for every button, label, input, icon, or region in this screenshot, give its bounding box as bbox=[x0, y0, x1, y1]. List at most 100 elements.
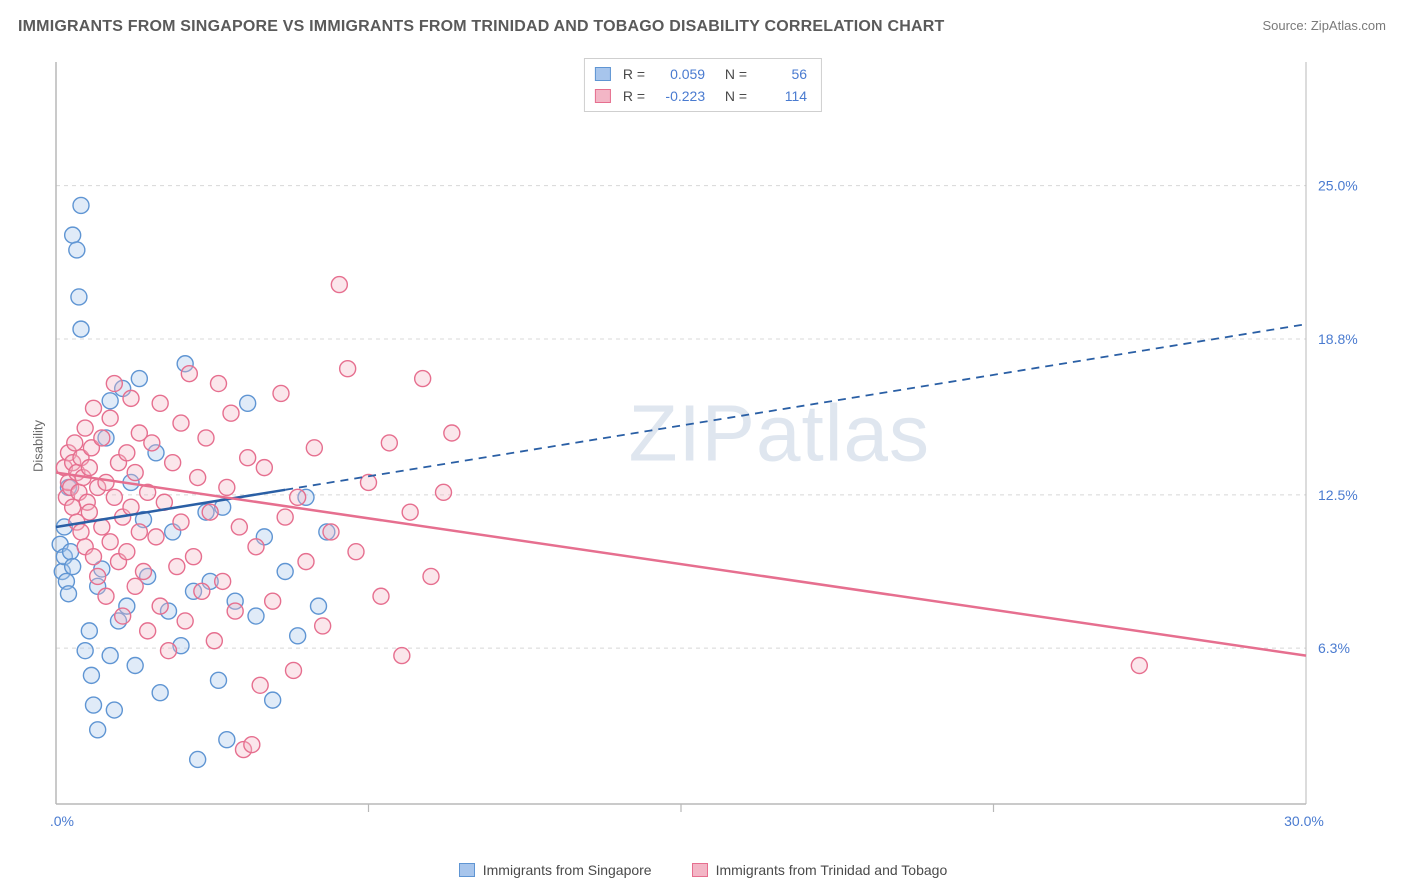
data-point-trinidad bbox=[394, 648, 410, 664]
r-label: R = bbox=[623, 63, 645, 85]
y-tick-label: 25.0% bbox=[1318, 178, 1358, 194]
data-point-trinidad bbox=[131, 524, 147, 540]
y-tick-label: 12.5% bbox=[1318, 487, 1358, 503]
data-point-trinidad bbox=[98, 474, 114, 490]
data-point-trinidad bbox=[106, 489, 122, 505]
data-point-trinidad bbox=[81, 504, 97, 520]
data-point-trinidad bbox=[165, 455, 181, 471]
data-point-trinidad bbox=[94, 430, 110, 446]
data-point-singapore bbox=[211, 672, 227, 688]
data-point-trinidad bbox=[161, 643, 177, 659]
data-point-trinidad bbox=[306, 440, 322, 456]
data-point-singapore bbox=[90, 722, 106, 738]
data-point-trinidad bbox=[73, 524, 89, 540]
data-point-singapore bbox=[63, 544, 79, 560]
data-point-trinidad bbox=[127, 578, 143, 594]
data-point-trinidad bbox=[202, 504, 218, 520]
data-point-singapore bbox=[106, 702, 122, 718]
data-point-trinidad bbox=[152, 598, 168, 614]
data-point-trinidad bbox=[240, 450, 256, 466]
data-point-trinidad bbox=[215, 573, 231, 589]
data-point-trinidad bbox=[286, 662, 302, 678]
data-point-trinidad bbox=[119, 544, 135, 560]
data-point-trinidad bbox=[256, 460, 272, 476]
data-point-trinidad bbox=[219, 479, 235, 495]
data-point-trinidad bbox=[65, 499, 81, 515]
data-point-singapore bbox=[81, 623, 97, 639]
data-point-trinidad bbox=[77, 420, 93, 436]
n-value-singapore: 56 bbox=[755, 63, 807, 85]
data-point-trinidad bbox=[231, 519, 247, 535]
data-point-singapore bbox=[102, 393, 118, 409]
data-point-trinidad bbox=[127, 465, 143, 481]
data-point-trinidad bbox=[115, 608, 131, 624]
data-point-trinidad bbox=[402, 504, 418, 520]
data-point-trinidad bbox=[323, 524, 339, 540]
data-point-singapore bbox=[131, 371, 147, 387]
data-point-singapore bbox=[277, 564, 293, 580]
swatch-trinidad bbox=[595, 89, 611, 103]
data-point-trinidad bbox=[381, 435, 397, 451]
y-axis-label: Disability bbox=[31, 420, 46, 472]
data-point-singapore bbox=[65, 227, 81, 243]
watermark: ZIPatlas bbox=[629, 388, 930, 477]
data-point-trinidad bbox=[119, 445, 135, 461]
data-point-trinidad bbox=[265, 593, 281, 609]
data-point-trinidad bbox=[290, 489, 306, 505]
legend-item-singapore: Immigrants from Singapore bbox=[459, 862, 652, 878]
data-point-singapore bbox=[77, 643, 93, 659]
data-point-singapore bbox=[73, 197, 89, 213]
stats-row-trinidad: R = -0.223 N = 114 bbox=[595, 85, 807, 107]
y-tick-label: 18.8% bbox=[1318, 331, 1358, 347]
data-point-trinidad bbox=[169, 559, 185, 575]
data-point-trinidad bbox=[444, 425, 460, 441]
data-point-trinidad bbox=[194, 583, 210, 599]
data-point-trinidad bbox=[67, 435, 83, 451]
data-point-trinidad bbox=[86, 549, 102, 565]
data-point-trinidad bbox=[248, 539, 264, 555]
x-min-label: 0.0% bbox=[50, 813, 74, 829]
r-value-trinidad: -0.223 bbox=[653, 85, 705, 107]
data-point-trinidad bbox=[102, 534, 118, 550]
data-point-trinidad bbox=[206, 633, 222, 649]
data-point-trinidad bbox=[148, 529, 164, 545]
data-point-singapore bbox=[311, 598, 327, 614]
data-point-trinidad bbox=[244, 737, 260, 753]
data-point-trinidad bbox=[144, 435, 160, 451]
data-point-trinidad bbox=[152, 395, 168, 411]
data-point-trinidad bbox=[223, 405, 239, 421]
data-point-trinidad bbox=[140, 623, 156, 639]
data-point-singapore bbox=[127, 657, 143, 673]
data-point-singapore bbox=[248, 608, 264, 624]
chart-title: IMMIGRANTS FROM SINGAPORE VS IMMIGRANTS … bbox=[18, 18, 944, 36]
data-point-singapore bbox=[265, 692, 281, 708]
data-point-trinidad bbox=[211, 376, 227, 392]
n-value-trinidad: 114 bbox=[755, 85, 807, 107]
data-point-trinidad bbox=[273, 385, 289, 401]
data-point-trinidad bbox=[173, 415, 189, 431]
source-link[interactable]: ZipAtlas.com bbox=[1311, 18, 1386, 33]
swatch-trinidad bbox=[692, 863, 708, 877]
data-point-trinidad bbox=[123, 390, 139, 406]
n-label: N = bbox=[717, 63, 747, 85]
data-point-trinidad bbox=[177, 613, 193, 629]
data-point-trinidad bbox=[90, 568, 106, 584]
data-point-trinidad bbox=[373, 588, 389, 604]
data-point-trinidad bbox=[415, 371, 431, 387]
data-point-trinidad bbox=[86, 400, 102, 416]
data-point-trinidad bbox=[173, 514, 189, 530]
x-max-label: 30.0% bbox=[1284, 813, 1324, 829]
trend-line-trinidad bbox=[56, 473, 1306, 656]
series-legend: Immigrants from Singapore Immigrants fro… bbox=[0, 862, 1406, 878]
data-point-trinidad bbox=[348, 544, 364, 560]
data-point-trinidad bbox=[136, 564, 152, 580]
data-point-singapore bbox=[73, 321, 89, 337]
swatch-singapore bbox=[595, 67, 611, 81]
data-point-singapore bbox=[83, 667, 99, 683]
y-tick-label: 6.3% bbox=[1318, 640, 1350, 656]
r-label: R = bbox=[623, 85, 645, 107]
data-point-trinidad bbox=[190, 470, 206, 486]
legend-label-singapore: Immigrants from Singapore bbox=[483, 862, 652, 878]
source-attribution: Source: ZipAtlas.com bbox=[1262, 18, 1386, 33]
data-point-singapore bbox=[102, 648, 118, 664]
